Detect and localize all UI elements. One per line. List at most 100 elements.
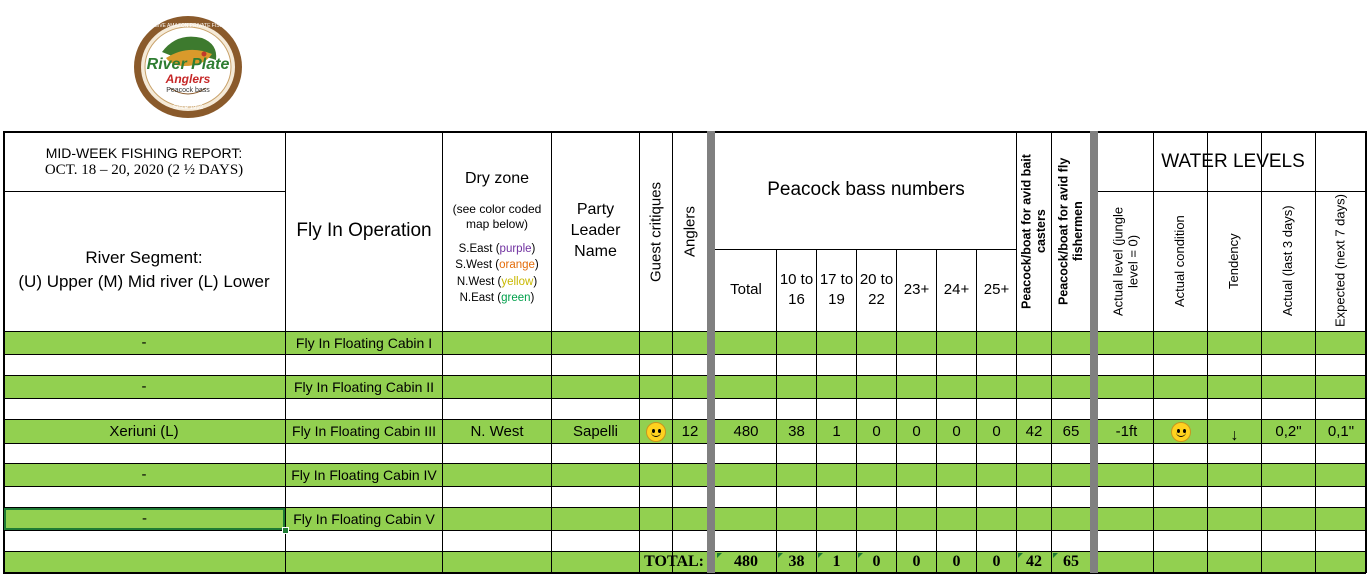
row-3-leader[interactable]: Sapelli bbox=[572, 422, 619, 440]
anglers-header: Anglers bbox=[681, 206, 699, 257]
total-size-24: 0 bbox=[952, 553, 961, 571]
row-3-bg bbox=[3, 420, 1366, 443]
grid-line bbox=[3, 551, 1366, 552]
row-2-operation[interactable]: Fly In Floating Cabin II bbox=[293, 378, 435, 395]
row-3-condition[interactable] bbox=[1154, 420, 1207, 443]
grid-line bbox=[3, 131, 5, 573]
zone-legend-item: N.West (yellow) bbox=[456, 275, 538, 288]
grid-line bbox=[1315, 131, 1316, 573]
row-3-operation[interactable]: Fly In Floating Cabin III bbox=[292, 423, 436, 440]
row-3-actual[interactable]: 0,2" bbox=[1275, 422, 1302, 440]
row-1-bg bbox=[3, 332, 1366, 354]
row-3-segment[interactable]: Xeriuni (L) bbox=[109, 422, 179, 440]
grid-line bbox=[639, 131, 640, 573]
total-size-25: 0 bbox=[992, 553, 1001, 571]
row-3-total[interactable]: 480 bbox=[733, 422, 759, 440]
grid-line bbox=[1051, 131, 1052, 573]
row-2-segment[interactable]: - bbox=[141, 378, 147, 395]
row-5-bg bbox=[3, 508, 1366, 530]
size-col-20-22: 20 to 22 bbox=[859, 270, 894, 308]
grid-line bbox=[1098, 191, 1366, 192]
grid-line bbox=[551, 131, 552, 573]
total-total: 480 bbox=[734, 553, 758, 571]
grid-line bbox=[3, 486, 1366, 487]
row-3-anglers[interactable]: 12 bbox=[681, 422, 699, 440]
logo-sub: Peacock bass bbox=[166, 86, 210, 94]
selection-handle[interactable] bbox=[282, 527, 289, 534]
logo-top-text: EXCLUSIVE AMAZON PRIVATE FISHERIES bbox=[142, 23, 234, 29]
formula-indicator-icon bbox=[1053, 553, 1058, 558]
grid-line bbox=[3, 572, 1366, 574]
grid-line bbox=[1261, 131, 1262, 573]
per-boat-fly-header: Peacock/boat for avid fly fishermen bbox=[1056, 157, 1085, 306]
row-3-fly[interactable]: 65 bbox=[1062, 422, 1080, 440]
grid-line bbox=[776, 249, 777, 573]
grid-line bbox=[896, 249, 897, 573]
row-3-tendency[interactable]: ↓ bbox=[1208, 420, 1261, 443]
size-col-25: 25+ bbox=[983, 281, 1010, 298]
row-3-bait[interactable]: 42 bbox=[1025, 422, 1043, 440]
zone-legend: S.East (purple) S.West (orange) N.West (… bbox=[455, 241, 539, 307]
row-3-size-20-22[interactable]: 0 bbox=[872, 422, 881, 440]
dry-zone-title: Dry zone bbox=[464, 170, 530, 187]
zone-color-yellow: yellow bbox=[501, 275, 534, 288]
segment-header-line1: River Segment: bbox=[85, 247, 203, 267]
total-label: TOTAL: bbox=[644, 553, 704, 571]
size-col-17-19: 17 to 19 bbox=[819, 270, 854, 308]
grid-line bbox=[442, 131, 443, 573]
formula-indicator-icon bbox=[717, 553, 722, 558]
row-3-expected[interactable]: 0,1" bbox=[1327, 422, 1355, 440]
grid-line bbox=[3, 507, 1366, 508]
grid-line bbox=[3, 131, 1366, 133]
row-3-guest-critique[interactable] bbox=[640, 420, 672, 443]
grid-line bbox=[3, 443, 1366, 444]
grid-line bbox=[3, 530, 1366, 531]
row-1-segment[interactable]: - bbox=[141, 334, 147, 351]
formula-indicator-icon bbox=[1018, 553, 1023, 558]
report-title: MID-WEEK FISHING REPORT: OCT. 18 – 20, 2… bbox=[4, 133, 284, 191]
logo-since: Since 1992 bbox=[172, 105, 204, 112]
row-3-size-24[interactable]: 0 bbox=[952, 422, 961, 440]
row-3-size-23[interactable]: 0 bbox=[912, 422, 921, 440]
grid-line bbox=[3, 419, 1366, 420]
zone-legend-item: S.East (purple) bbox=[458, 242, 536, 255]
grid-line bbox=[3, 354, 1366, 355]
zone-color-orange: orange bbox=[499, 259, 535, 272]
row-4-segment[interactable]: - bbox=[141, 466, 147, 483]
peacock-numbers-header: Peacock bass numbers bbox=[767, 179, 965, 201]
row-4-bg bbox=[3, 464, 1366, 486]
row-3-level[interactable]: -1ft bbox=[1115, 422, 1138, 440]
row-1-operation[interactable]: Fly In Floating Cabin I bbox=[295, 334, 433, 351]
zone-legend-item: S.West (orange) bbox=[455, 259, 539, 272]
smiley-face-icon bbox=[646, 421, 666, 442]
grid-line bbox=[707, 131, 715, 573]
grid-line bbox=[672, 131, 673, 573]
grid-line bbox=[285, 131, 286, 573]
row-5-segment[interactable]: - bbox=[4, 508, 285, 530]
row-4-operation[interactable]: Fly In Floating Cabin IV bbox=[291, 466, 437, 483]
grid-line bbox=[856, 249, 857, 573]
grid-line bbox=[3, 463, 1366, 464]
total-size-17-19: 1 bbox=[832, 553, 841, 571]
row-3-size-17-19[interactable]: 1 bbox=[832, 422, 841, 440]
grid-line bbox=[3, 398, 1366, 399]
dry-zone-header: Dry zone (see color coded map below) S.E… bbox=[443, 133, 551, 330]
grid-line bbox=[1207, 131, 1208, 573]
water-col-actual-3-days: Actual (last 3 days) bbox=[1280, 205, 1296, 317]
row-5-operation[interactable]: Fly In Floating Cabin V bbox=[293, 510, 435, 527]
row-3-zone[interactable]: N. West bbox=[470, 422, 524, 440]
total-size-23: 0 bbox=[912, 553, 921, 571]
per-boat-bait-header: Peacock/boat for avid bait casters bbox=[1019, 154, 1048, 309]
segment-header: River Segment: (U) Upper (M) Mid river (… bbox=[4, 192, 284, 330]
grid-line bbox=[1016, 131, 1017, 573]
row-3-size-25[interactable]: 0 bbox=[992, 422, 1001, 440]
logo-brand-line2: Anglers bbox=[165, 72, 211, 86]
total-bait: 42 bbox=[1026, 553, 1042, 571]
grid-line bbox=[976, 249, 977, 573]
total-row-bg bbox=[3, 552, 1366, 572]
size-col-10-16: 10 to 16 bbox=[779, 270, 814, 308]
grid-line bbox=[1153, 131, 1154, 573]
zone-color-green: green bbox=[501, 292, 531, 305]
row-3-size-10-16[interactable]: 38 bbox=[788, 422, 805, 440]
